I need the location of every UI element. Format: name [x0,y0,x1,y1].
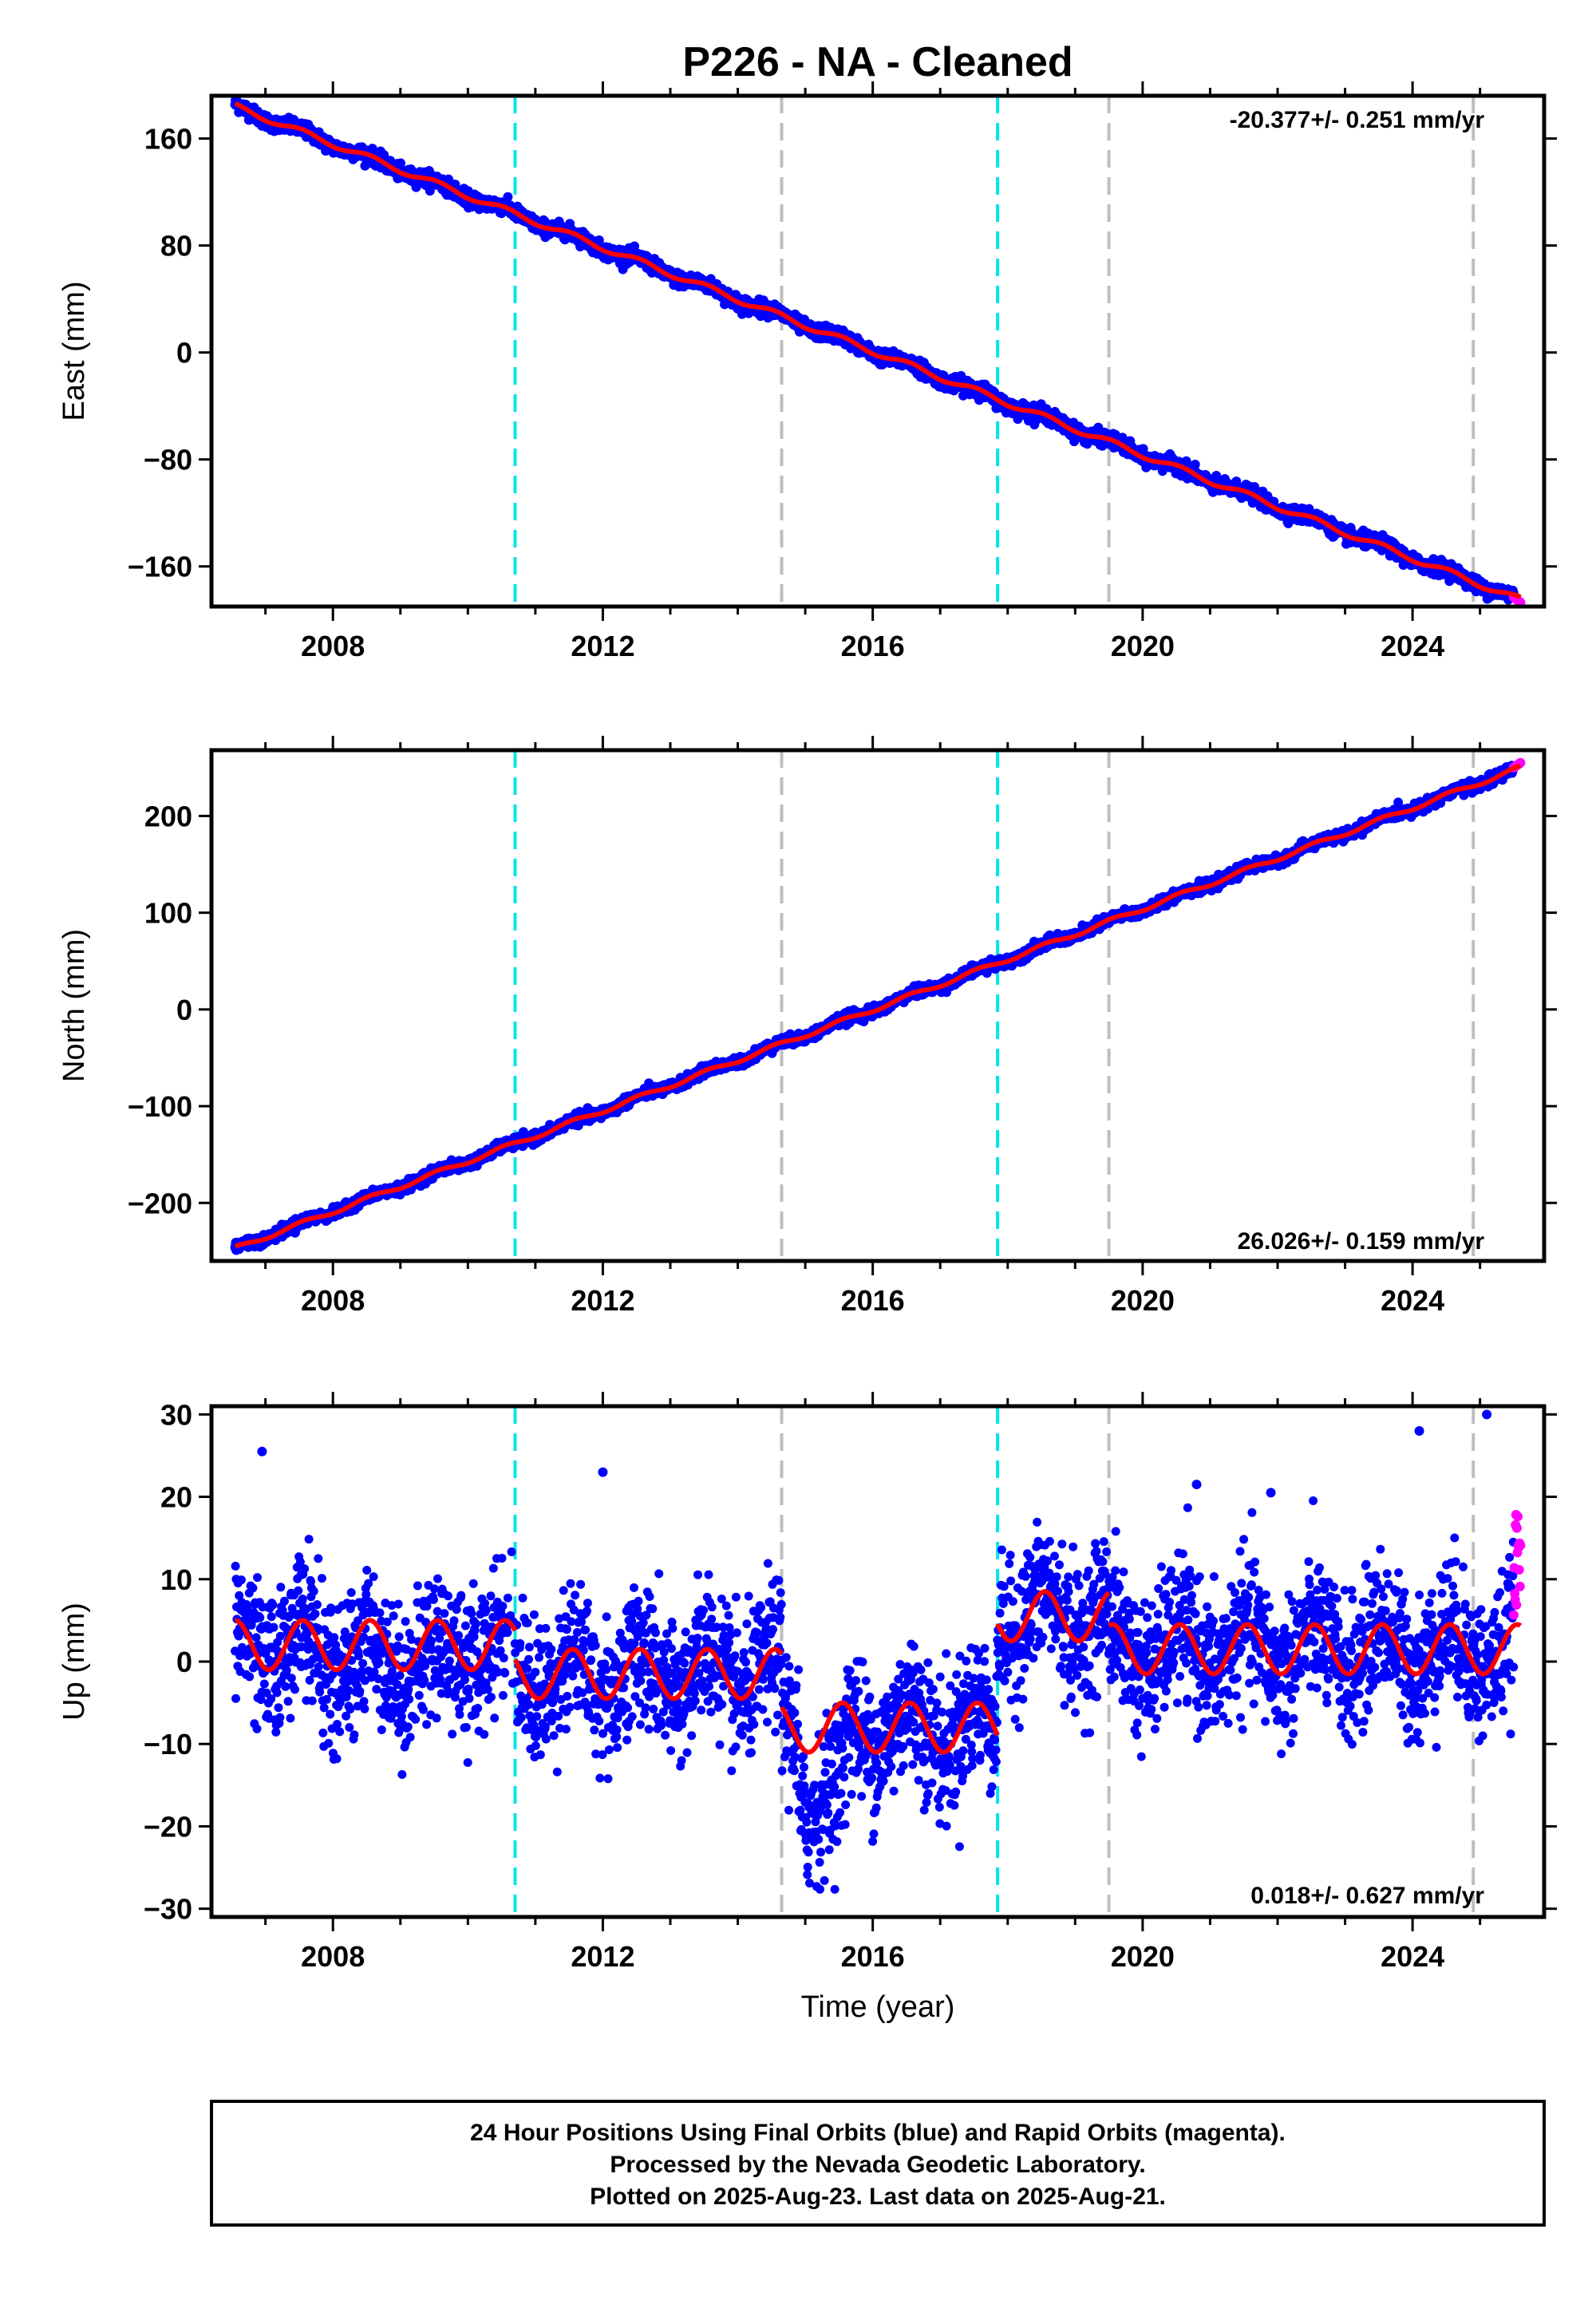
east-y-tick-label: −160 [128,551,192,583]
east-x-tick-label: 2008 [301,630,365,662]
east-y-tick-label: 0 [176,337,192,370]
east-point [630,241,639,251]
east-x-tick-label: 2012 [571,630,634,662]
east-point [503,192,513,202]
east-y-tick-label: 80 [160,230,192,263]
east-panel: 2008 2012 2016 2020 2024 −160 −80 0 80 160 East (m… [57,81,1557,662]
east-x-tick-label: 2016 [841,630,905,662]
east-rate-label: -20.377+/- 0.251 mm/yr [1230,107,1485,133]
east-point [396,158,405,168]
east-y-tick-label: 160 [144,123,192,156]
east-x-tick-label: 2020 [1111,630,1175,662]
east-x-tick-label: 2024 [1381,630,1444,662]
east-plot-area [230,96,1526,607]
east-y-axis-label: East (mm) [57,281,91,421]
east-y-tick-label: −80 [144,444,192,476]
figure-title: P226 - NA - Cleaned [682,39,1073,85]
